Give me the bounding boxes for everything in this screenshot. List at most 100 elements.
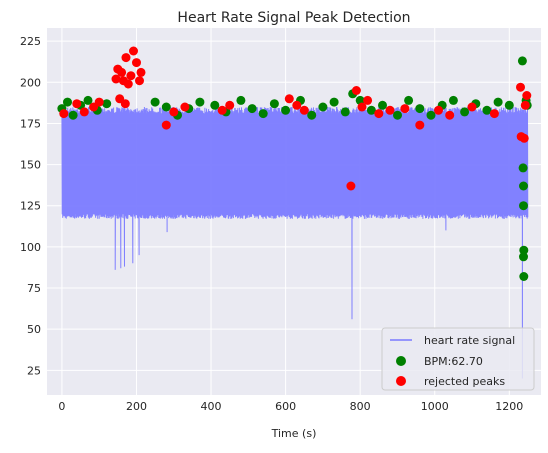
bpm-peak-point <box>426 110 436 120</box>
rejected-peak-point <box>129 46 138 56</box>
rejected-peak-point <box>489 109 499 119</box>
rejected-peak-point <box>161 120 171 130</box>
bpm-peak-point <box>102 99 112 109</box>
legend: heart rate signal BPM:62.70 rejected pea… <box>381 327 535 391</box>
bpm-peak-point <box>236 95 246 105</box>
x-tick-label: 1200 <box>495 400 523 413</box>
y-tick-label: 200 <box>20 76 41 89</box>
y-tick-label: 150 <box>20 159 41 172</box>
bpm-peak-point <box>195 97 205 107</box>
rejected-peak-point <box>126 71 136 81</box>
bpm-peak-point <box>519 181 528 191</box>
legend-entry-rejected: rejected peaks <box>424 375 505 388</box>
bpm-peak-point <box>517 56 527 66</box>
bpm-peak-point <box>482 105 492 115</box>
signal-layer <box>61 106 529 379</box>
legend-red-swatch <box>396 376 406 386</box>
rejected-peaks-layer <box>59 46 532 191</box>
bpm-peak-point <box>519 201 528 211</box>
rejected-peak-point <box>72 99 82 109</box>
rejected-peak-point <box>180 102 190 112</box>
rejected-peak-point <box>292 100 302 110</box>
tick-label-layer: 0 200 400 600 800 1000 1200 25 50 75 100 125 150 175 2… <box>20 35 523 413</box>
rejected-peak-point <box>217 105 227 115</box>
y-tick-label: 50 <box>27 323 41 336</box>
rejected-peak-point <box>445 110 455 120</box>
rejected-peak-point <box>169 107 179 117</box>
y-tick-label: 125 <box>20 200 41 213</box>
rejected-peak-point <box>519 133 529 143</box>
bpm-peak-point <box>318 102 328 112</box>
rejected-peak-point <box>94 97 104 107</box>
x-tick-label: 800 <box>350 400 371 413</box>
bpm-peak-point <box>258 109 268 119</box>
rejected-peak-point <box>374 109 384 119</box>
x-axis-label: Time (s) <box>271 427 317 440</box>
bpm-peak-point <box>519 272 529 281</box>
rejected-peak-point <box>123 79 133 89</box>
bpm-peak-point <box>247 104 257 114</box>
rejected-peak-point <box>434 105 443 115</box>
y-tick-label: 175 <box>20 117 41 130</box>
bpm-peak-point <box>404 95 414 105</box>
rejected-peak-point <box>516 82 525 92</box>
bpm-peak-point <box>161 102 171 112</box>
rejected-peak-point <box>346 181 356 191</box>
rejected-peak-point <box>520 100 530 110</box>
rejected-peak-point <box>357 102 367 112</box>
rejected-peak-point <box>400 104 410 114</box>
bpm-peak-point <box>63 97 72 107</box>
legend-frame <box>381 327 535 391</box>
bpm-peak-point <box>210 100 220 110</box>
rejected-peak-point <box>522 91 532 100</box>
rejected-peak-point <box>225 100 235 110</box>
bpm-peak-point <box>415 104 425 114</box>
rejected-peak-point <box>299 105 309 115</box>
x-tick-label: 200 <box>126 400 147 413</box>
y-tick-label: 100 <box>20 241 41 254</box>
bpm-peak-point <box>340 107 350 117</box>
bpm-peak-point <box>307 110 317 120</box>
x-tick-label: 1000 <box>421 400 449 413</box>
rejected-peak-point <box>59 109 69 119</box>
rejected-peak-point <box>135 76 144 86</box>
rejected-peak-point <box>121 53 131 63</box>
bpm-peak-point <box>329 97 339 107</box>
bpm-peak-point <box>448 95 458 105</box>
x-tick-label: 600 <box>275 400 296 413</box>
bpm-peak-point <box>366 105 376 115</box>
rejected-peak-point <box>79 107 89 117</box>
x-tick-label: 0 <box>58 400 65 413</box>
bpm-peak-point <box>460 107 470 117</box>
bpm-peak-point <box>281 105 291 115</box>
rejected-peak-point <box>351 86 361 95</box>
y-tick-label: 25 <box>27 364 41 377</box>
y-tick-label: 75 <box>27 282 41 295</box>
chart-title: Heart Rate Signal Peak Detection <box>177 10 410 26</box>
rejected-peak-point <box>136 67 146 77</box>
heart-rate-signal-line <box>61 106 529 379</box>
rejected-peak-point <box>111 74 121 84</box>
bpm-peak-point <box>150 97 160 107</box>
bpm-peak-point <box>504 100 514 110</box>
bpm-peak-point <box>269 99 279 109</box>
rejected-peak-point <box>467 102 477 112</box>
rejected-peak-point <box>284 94 294 104</box>
legend-entry-bpm: BPM:62.70 <box>424 355 483 368</box>
rejected-peak-point <box>385 105 395 115</box>
bpm-peak-point <box>83 95 93 105</box>
legend-green-swatch <box>396 356 406 366</box>
y-tick-label: 225 <box>20 35 41 48</box>
rejected-peak-point <box>120 99 130 109</box>
bpm-peak-point <box>493 97 503 107</box>
rejected-peak-point <box>363 95 373 105</box>
bpm-peak-point <box>393 110 402 120</box>
bpm-peak-point <box>519 245 529 255</box>
rejected-peak-point <box>117 67 127 77</box>
bpm-peak-point <box>518 163 528 173</box>
legend-entry-signal: heart rate signal <box>424 334 515 347</box>
bpm-peak-point <box>378 100 387 110</box>
bpm-peak-point <box>519 252 528 262</box>
